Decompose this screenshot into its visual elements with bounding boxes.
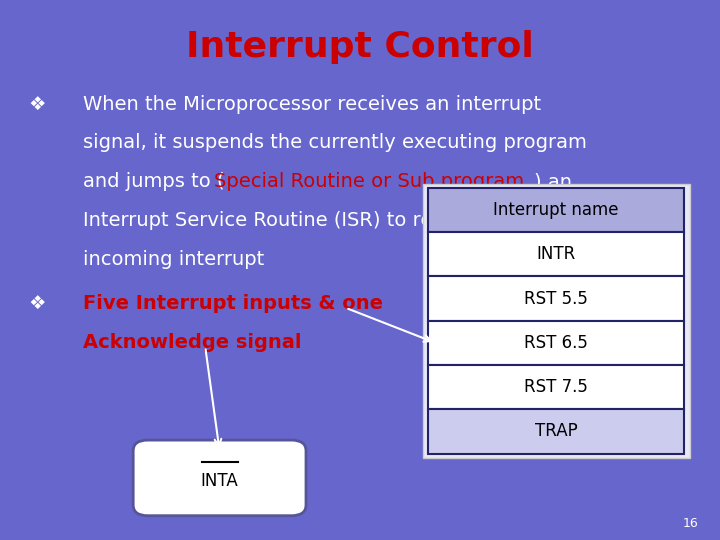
Text: and jumps to (: and jumps to ( [83,172,230,191]
FancyBboxPatch shape [423,184,690,458]
FancyBboxPatch shape [428,321,684,365]
Text: Interrupt Control: Interrupt Control [186,30,534,64]
Text: RST 5.5: RST 5.5 [524,289,588,308]
Text: Interrupt Service Routine (ISR) to respond to the: Interrupt Service Routine (ISR) to respo… [83,211,555,230]
FancyBboxPatch shape [428,409,684,454]
Text: ) an: ) an [534,172,572,191]
Text: Interrupt name: Interrupt name [493,201,619,219]
Text: TRAP: TRAP [535,422,577,441]
Text: Acknowledge signal: Acknowledge signal [83,333,301,352]
Text: Five Interrupt inputs & one: Five Interrupt inputs & one [83,294,383,313]
Text: incoming interrupt: incoming interrupt [83,250,264,269]
FancyBboxPatch shape [428,365,684,409]
Text: INTA: INTA [201,471,238,490]
Text: ❖: ❖ [29,294,46,313]
Text: INTR: INTR [536,245,576,264]
Text: RST 6.5: RST 6.5 [524,334,588,352]
FancyBboxPatch shape [428,188,684,232]
Text: 16: 16 [683,517,698,530]
FancyBboxPatch shape [428,276,684,321]
Text: signal, it suspends the currently executing program: signal, it suspends the currently execut… [83,133,587,152]
Text: ❖: ❖ [29,94,46,113]
Text: RST 7.5: RST 7.5 [524,378,588,396]
FancyBboxPatch shape [133,440,306,516]
Text: Special Routine or Sub program: Special Routine or Sub program [214,172,524,191]
FancyBboxPatch shape [428,232,684,276]
Text: When the Microprocessor receives an interrupt: When the Microprocessor receives an inte… [83,94,541,113]
